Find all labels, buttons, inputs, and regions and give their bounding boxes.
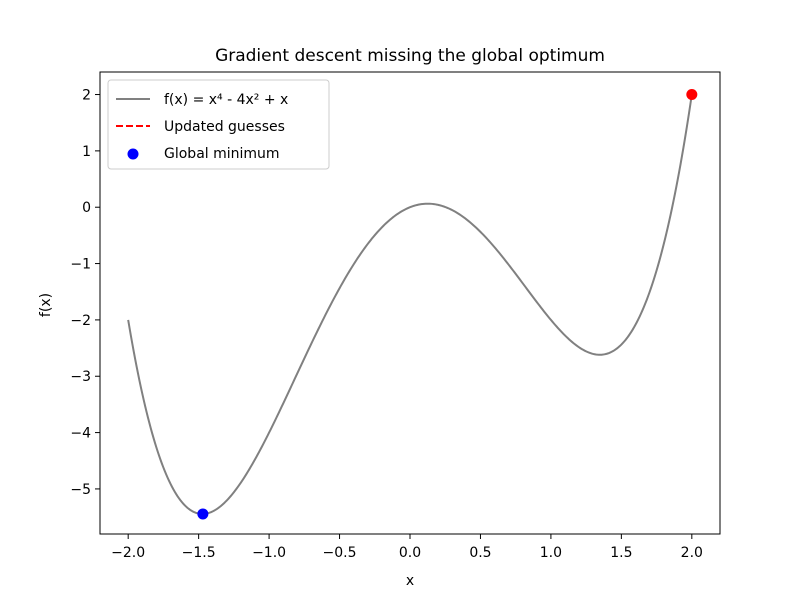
x-tick-label: 1.0	[540, 545, 562, 561]
y-tick-label: −4	[70, 426, 91, 442]
legend: f(x) = x⁴ - 4x² + x Updated guesses Global…	[107, 79, 330, 170]
series-line-function	[127, 94, 693, 515]
legend-label: Updated guesses	[164, 119, 285, 135]
legend-label: f(x) = x⁴ - 4x² + x	[164, 92, 288, 108]
y-tick-label: −5	[70, 482, 91, 498]
y-tick-label: 2	[82, 88, 91, 104]
y-tick-label: −3	[70, 369, 91, 385]
x-tick-label: −1.5	[182, 545, 216, 561]
plot-area: −2.0 −1.5 −1.0 −0.5 0.0 0.5 1.0 1.5 2.0 −5 −4 −3 −2 −…	[70, 71, 721, 561]
y-tick-label: −1	[70, 257, 91, 273]
legend-label: Global minimum	[164, 146, 280, 162]
y-tick-label: −2	[70, 313, 91, 329]
x-tick-label: −2.0	[111, 545, 145, 561]
x-tick-label: −0.5	[323, 545, 357, 561]
legend-box	[107, 79, 330, 170]
updated-guess-point	[686, 89, 698, 101]
y-tick-label: 1	[82, 144, 91, 160]
legend-handle-marker	[127, 148, 139, 160]
chart-title: Gradient descent missing the global opti…	[215, 46, 605, 66]
x-tick-label: 1.5	[610, 545, 632, 561]
y-tick-label: 0	[82, 200, 91, 216]
y-axis-label: f(x)	[38, 293, 54, 317]
x-tick-label: 2.0	[681, 545, 703, 561]
x-tick-label: 0.5	[469, 545, 491, 561]
global-minimum-point	[197, 508, 209, 520]
x-tick-label: 0.0	[399, 545, 421, 561]
x-axis-label: x	[406, 573, 414, 589]
x-tick-label: −1.0	[252, 545, 286, 561]
